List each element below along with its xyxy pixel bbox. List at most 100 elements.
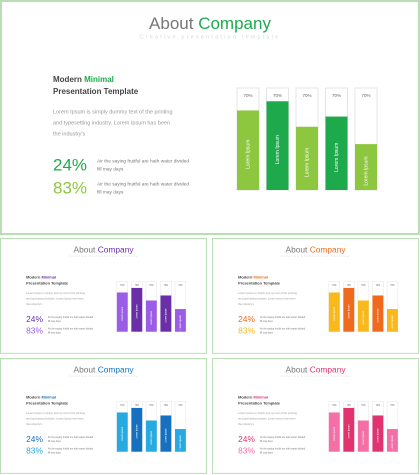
bar-text: Lorem Ipsum bbox=[333, 307, 336, 321]
bar-fill bbox=[160, 415, 172, 452]
bar-label: 70% bbox=[332, 93, 341, 98]
bar-label: 70% bbox=[376, 405, 380, 407]
stat-text: Air the saying fruitful are hath water d… bbox=[48, 327, 94, 330]
slide-title: About Company bbox=[285, 245, 346, 255]
title-part: About bbox=[73, 245, 97, 255]
stat-text: fill may days bbox=[260, 440, 274, 443]
stat-text: Air the saying fruitful are hath water d… bbox=[48, 316, 94, 319]
bar-label: 70% bbox=[361, 93, 370, 98]
stat-value: 24% bbox=[26, 314, 43, 324]
heading-part: Modern bbox=[238, 274, 253, 279]
stat-text: Air the saying fruitful are hath water d… bbox=[260, 316, 306, 319]
heading: Modern Minimal bbox=[26, 274, 56, 279]
stat-text: fill may days bbox=[260, 451, 274, 454]
bar-fill bbox=[387, 309, 398, 332]
bar-fill bbox=[343, 287, 355, 332]
subtitle: Creative presentation template bbox=[69, 374, 138, 378]
bar-fill bbox=[325, 116, 348, 190]
bar-label: 70% bbox=[332, 405, 336, 407]
subtitle: Creative presentation template bbox=[281, 254, 350, 258]
stat-text: Air the saying fruitful are hath water d… bbox=[48, 436, 94, 439]
bar-fill bbox=[116, 292, 128, 332]
slide-title: About Company bbox=[73, 245, 134, 255]
heading-part: Minimal bbox=[84, 75, 114, 84]
bar-text: Lorem Ipsum bbox=[377, 428, 380, 442]
paragraph-line: and typesetting industry. Lorem Ipsum ha… bbox=[238, 296, 296, 300]
bar-label: 70% bbox=[120, 285, 124, 287]
bar-text: Lorem Ipsum bbox=[363, 156, 369, 185]
bar-fill bbox=[145, 300, 157, 332]
paragraph-line: the industry's bbox=[238, 422, 254, 426]
stat-text: fill may days bbox=[260, 331, 274, 334]
stat-text: Air the saying fruitful are hath water d… bbox=[48, 447, 94, 450]
stat-text: fill may days bbox=[48, 331, 62, 334]
bar-label: 70% bbox=[347, 285, 351, 287]
bar-fill bbox=[131, 287, 143, 332]
paragraph-line: and typesetting industry. Lorem Ipsum ha… bbox=[26, 296, 84, 300]
bar-text: Lorem Ipsum bbox=[165, 308, 168, 322]
paragraph-line: and typesetting industry. Lorem Ipsum ha… bbox=[26, 416, 84, 420]
bar-text: Lorem Ipsum bbox=[150, 431, 153, 445]
stat-text: fill may days bbox=[260, 320, 274, 323]
bar-fill bbox=[357, 420, 369, 452]
stat-text: Air the saying fruitful are hath water d… bbox=[97, 181, 189, 187]
bar-fill bbox=[355, 144, 377, 190]
bar-text: Lorem Ipsum bbox=[275, 135, 281, 164]
bar-label: 70% bbox=[302, 93, 311, 98]
bar-track bbox=[174, 401, 187, 452]
subtitle: Creative presentation template bbox=[69, 254, 138, 258]
bar-label: 70% bbox=[361, 285, 365, 287]
heading: Modern Minimal bbox=[238, 394, 268, 399]
stat-text: Air the saying fruitful are hath water d… bbox=[260, 447, 306, 450]
stat-text: Air the saying fruitful are hath water d… bbox=[260, 327, 306, 330]
heading: Modern Minimal bbox=[53, 75, 114, 84]
bar-fill bbox=[175, 429, 186, 452]
title-part: About bbox=[149, 14, 198, 33]
stat-value: 83% bbox=[238, 445, 255, 455]
heading: Presentation Template bbox=[26, 280, 69, 285]
bar-label: 70% bbox=[149, 285, 153, 287]
bar-fill bbox=[266, 101, 289, 190]
paragraph-line: the industry's bbox=[238, 302, 254, 306]
bar-text: Lorem Ipsum bbox=[333, 427, 336, 441]
stat-value: 24% bbox=[238, 314, 255, 324]
bar-fill bbox=[343, 407, 355, 452]
paragraph-line: Lorem Ipsum is simply dummy text of the … bbox=[238, 411, 297, 415]
heading-part: Minimal bbox=[41, 394, 56, 399]
bar-fill bbox=[131, 407, 143, 452]
bar-label: 70% bbox=[178, 285, 182, 287]
bar-label: 70% bbox=[390, 285, 394, 287]
bar-text: Lorem Ipsum bbox=[165, 428, 168, 442]
bar-track bbox=[174, 281, 187, 332]
bar-label: 70% bbox=[332, 285, 336, 287]
paragraph-line: the industry's bbox=[26, 422, 42, 426]
paragraph-line: and typesetting industry. Lorem Ipsum ha… bbox=[53, 120, 170, 126]
bar-label: 70% bbox=[347, 405, 351, 407]
slide-title: About Company bbox=[285, 365, 346, 375]
bar-fill bbox=[145, 420, 157, 452]
stat-text: fill may days bbox=[97, 166, 124, 172]
bar-text: Lorem Ipsum bbox=[391, 315, 394, 329]
slide-frame bbox=[0, 358, 208, 474]
paragraph-line: Lorem Ipsum is simply dummy text of the … bbox=[238, 291, 297, 295]
title-part: About bbox=[73, 365, 97, 375]
heading-part: Modern bbox=[26, 274, 41, 279]
heading: Presentation Template bbox=[238, 280, 281, 285]
bar-fill bbox=[328, 292, 340, 332]
bar-label: 70% bbox=[135, 405, 139, 407]
title-part: About bbox=[285, 245, 309, 255]
slide-frame bbox=[0, 238, 208, 354]
bar-text: Lorem Ipsum bbox=[179, 435, 182, 449]
slide-title: About Company bbox=[149, 14, 271, 33]
bar-text: Lorem Ipsum bbox=[179, 315, 182, 329]
bar-text: Lorem Ipsum bbox=[347, 425, 350, 439]
bar-text: Lorem Ipsum bbox=[150, 311, 153, 325]
heading-part: Modern bbox=[53, 75, 84, 84]
paragraph-line: and typesetting industry. Lorem Ipsum ha… bbox=[238, 416, 296, 420]
bar-fill bbox=[357, 300, 369, 332]
bar-text: Lorem Ipsum bbox=[304, 148, 310, 177]
